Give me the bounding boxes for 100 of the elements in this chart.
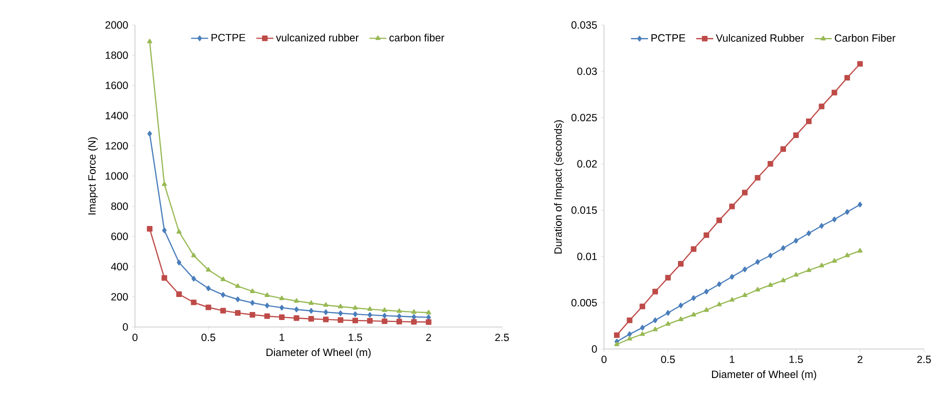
x-tick-label: 2.5 — [495, 334, 509, 342]
y-tick-label: 0.035 — [571, 21, 597, 29]
point — [220, 276, 226, 282]
point — [250, 288, 255, 294]
point — [780, 146, 786, 152]
point — [730, 297, 735, 302]
point — [147, 38, 152, 44]
point — [742, 190, 748, 196]
point — [755, 259, 760, 265]
point — [794, 238, 798, 244]
legend-label: carbon fiber — [389, 34, 444, 42]
point — [678, 261, 684, 267]
point — [294, 315, 300, 321]
point — [716, 218, 722, 224]
point — [294, 298, 299, 303]
y-tick-label: 0.025 — [571, 114, 597, 122]
y-tick-label: 1200 — [106, 142, 128, 150]
point — [411, 319, 417, 325]
point — [768, 282, 773, 287]
point — [627, 331, 632, 337]
point — [806, 268, 812, 272]
y-tick-label: 0.005 — [571, 299, 597, 306]
point — [250, 312, 256, 318]
legend-label: PCTPE — [212, 34, 246, 42]
point — [626, 318, 632, 324]
point — [412, 314, 416, 320]
point — [729, 204, 735, 210]
point — [666, 310, 670, 316]
point — [206, 304, 212, 310]
point — [176, 291, 182, 298]
point — [614, 342, 620, 346]
point — [640, 304, 646, 310]
point — [832, 90, 838, 96]
point — [730, 274, 734, 280]
x-tick-label: 0.5 — [661, 356, 675, 364]
point — [652, 318, 658, 324]
point — [280, 304, 284, 310]
x-tick-label: 2.5 — [917, 356, 931, 364]
point — [819, 262, 824, 268]
y-tick-label: 0.02 — [577, 160, 597, 168]
x-tick-label: 0 — [601, 356, 607, 364]
point — [396, 308, 402, 313]
point — [832, 216, 837, 222]
x-tick-label: 1 — [730, 356, 734, 363]
point — [742, 266, 748, 272]
point — [780, 245, 786, 251]
point — [806, 230, 812, 236]
y-tick-label: 0.015 — [571, 206, 597, 214]
point — [206, 267, 211, 272]
point — [640, 324, 645, 331]
point — [236, 296, 240, 302]
point — [235, 283, 240, 288]
point — [234, 310, 241, 316]
point — [324, 309, 328, 315]
point — [742, 292, 748, 298]
point — [858, 248, 863, 253]
legend-label: Vulcanized Rubber — [716, 34, 804, 42]
point — [396, 318, 402, 324]
point — [640, 331, 645, 336]
point — [352, 311, 358, 317]
point — [678, 316, 684, 322]
x-tick-label: 2 — [858, 356, 862, 364]
point — [768, 161, 774, 167]
y-tick-label: 200 — [111, 293, 128, 301]
point — [206, 286, 211, 292]
y-tick-label: 0.03 — [577, 68, 597, 76]
point — [368, 312, 372, 318]
point — [690, 246, 696, 252]
point — [754, 174, 760, 181]
point — [191, 252, 196, 258]
point — [627, 336, 632, 341]
point — [162, 228, 167, 234]
y-axis-title: Imapct Force (N) — [88, 137, 98, 214]
y-tick-label: 0 — [122, 323, 128, 331]
legend-label: Carbon Fiber — [834, 34, 896, 42]
point — [367, 318, 373, 324]
point — [614, 332, 620, 338]
point — [411, 309, 416, 314]
point — [382, 312, 387, 318]
point — [294, 306, 299, 312]
point — [308, 308, 314, 314]
y-axis-title: Duration of Impact (seconds) — [554, 120, 564, 254]
point — [264, 292, 270, 297]
y-tick-label: 1000 — [106, 172, 128, 180]
point — [844, 209, 850, 215]
legend-label: PCTPE — [651, 34, 686, 42]
x-tick-label: 2 — [426, 334, 431, 342]
point — [352, 305, 358, 310]
point — [308, 300, 314, 305]
point — [338, 317, 344, 323]
y-tick-label: 600 — [111, 232, 128, 240]
point — [716, 281, 722, 287]
point — [162, 182, 167, 186]
point — [806, 118, 812, 124]
point — [338, 310, 343, 316]
y-tick-label: 2000 — [105, 21, 128, 29]
legend-label: vulcanized rubber — [276, 34, 359, 42]
point — [146, 226, 152, 232]
point — [768, 252, 773, 258]
x-axis-title: Diameter of Wheel (m) — [712, 370, 816, 380]
